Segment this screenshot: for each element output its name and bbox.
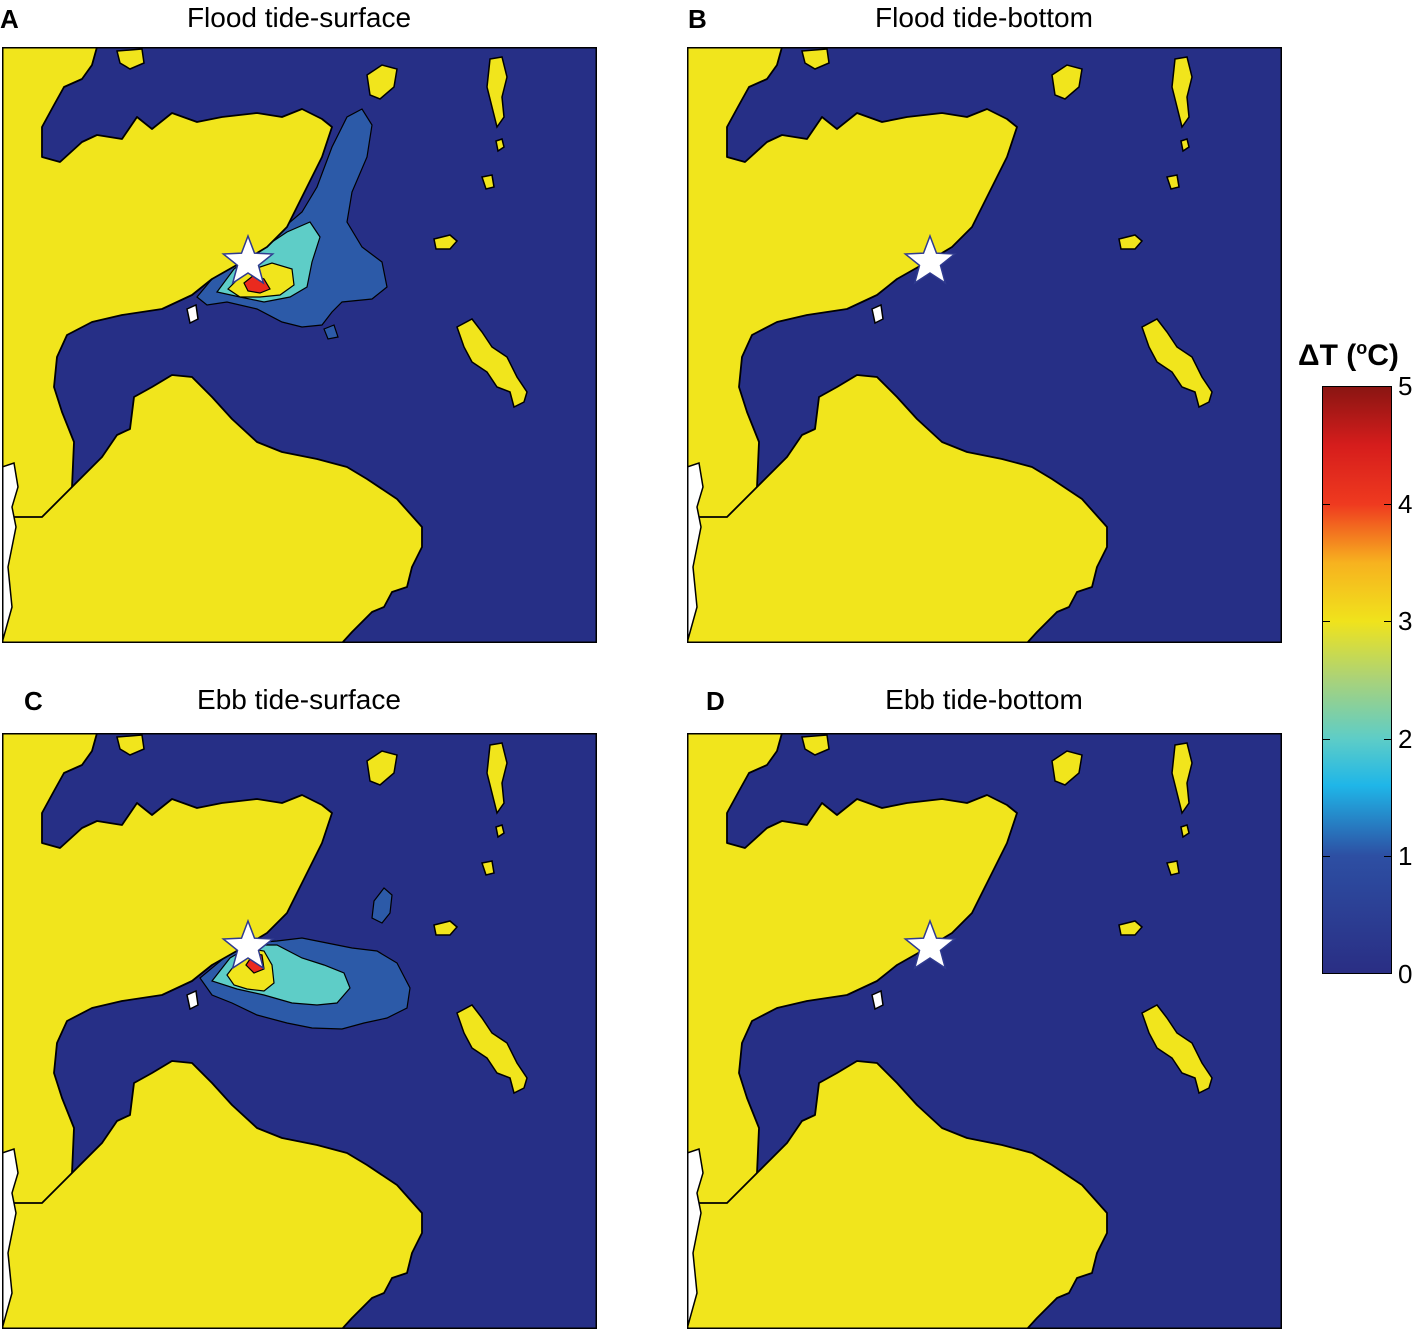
island <box>1051 750 1083 786</box>
map-border <box>2 733 597 1329</box>
colorbar-tick-mark <box>1322 738 1330 740</box>
star-icon <box>903 233 957 285</box>
island <box>1141 1004 1213 1095</box>
map-border <box>687 47 1282 643</box>
colorbar-title: ΔT (oC) <box>1298 338 1399 372</box>
panel-c-title: Ebb tide-surface <box>197 684 401 715</box>
island <box>456 1004 528 1095</box>
colorbar-tick-mark <box>1322 621 1330 623</box>
colorbar-tick-label: 4 <box>1398 488 1413 519</box>
temperature-contour-level1 <box>371 887 393 924</box>
star-icon <box>903 918 957 970</box>
colorbar-tick-mark <box>1322 503 1330 505</box>
panel-c-map <box>2 733 597 1329</box>
panel-a-title: Flood tide-surface <box>186 2 412 33</box>
colorbar-tick-mark <box>1384 621 1392 623</box>
map-svg <box>687 733 1282 1329</box>
island <box>495 138 505 153</box>
star-icon <box>221 233 275 285</box>
island <box>366 750 398 786</box>
colorbar-tick-mark <box>1322 856 1330 858</box>
panel-b-title: Flood tide-bottom <box>875 2 1093 33</box>
map-svg <box>687 47 1282 643</box>
island <box>495 824 505 839</box>
island <box>1180 824 1190 839</box>
island <box>801 734 830 756</box>
star-icon <box>221 918 275 970</box>
colorbar-tick-mark <box>1384 738 1392 740</box>
island <box>186 303 199 325</box>
panel-c-letter: C <box>24 686 43 716</box>
island <box>1051 64 1083 100</box>
southern-landmass <box>687 374 1108 643</box>
map-border <box>2 47 597 643</box>
map-border <box>687 733 1282 1329</box>
northern-landmass <box>687 47 1018 528</box>
southern-landmass <box>2 374 423 643</box>
panel-b-letter: B <box>688 4 707 34</box>
colorbar-tick-label: 3 <box>1398 606 1413 637</box>
colorbar <box>1322 386 1392 974</box>
island <box>1118 234 1144 250</box>
map-svg <box>2 733 597 1329</box>
island <box>186 989 199 1011</box>
island <box>116 48 145 70</box>
panel-d-map <box>687 733 1282 1329</box>
island <box>433 234 459 250</box>
island <box>2 1148 19 1329</box>
colorbar-tick-label: 2 <box>1398 723 1413 754</box>
colorbar-tick-mark <box>1384 503 1392 505</box>
island <box>1180 138 1190 153</box>
island <box>481 174 495 190</box>
island <box>456 318 528 409</box>
island <box>433 920 459 936</box>
island <box>801 48 830 70</box>
southern-landmass <box>687 1060 1108 1329</box>
northern-landmass <box>687 733 1018 1214</box>
island <box>366 64 398 100</box>
island <box>486 742 508 815</box>
island <box>1166 860 1180 876</box>
panel-a-letter: A <box>0 4 19 34</box>
island <box>1171 742 1193 815</box>
northern-landmass <box>2 47 333 528</box>
island <box>1118 920 1144 936</box>
island <box>871 303 884 325</box>
panel-d-letter: D <box>706 686 725 716</box>
island <box>1141 318 1213 409</box>
island <box>116 734 145 756</box>
southern-landmass <box>2 1060 423 1329</box>
island <box>486 56 508 129</box>
island <box>687 462 704 643</box>
colorbar-tick-label: 1 <box>1398 841 1413 872</box>
panel-a-map <box>2 47 597 643</box>
island <box>2 462 19 643</box>
panel-d-title: Ebb tide-bottom <box>885 684 1083 715</box>
island <box>687 1148 704 1329</box>
colorbar-tick-label: 0 <box>1398 959 1413 989</box>
panel-b-map <box>687 47 1282 643</box>
island <box>481 860 495 876</box>
island <box>1171 56 1193 129</box>
island <box>871 989 884 1011</box>
island <box>1166 174 1180 190</box>
northern-landmass <box>2 733 333 1214</box>
colorbar-tick-mark <box>1384 856 1392 858</box>
temperature-contour-level1 <box>323 324 339 340</box>
colorbar-tick-label: 5 <box>1398 371 1413 401</box>
map-svg <box>2 47 597 643</box>
